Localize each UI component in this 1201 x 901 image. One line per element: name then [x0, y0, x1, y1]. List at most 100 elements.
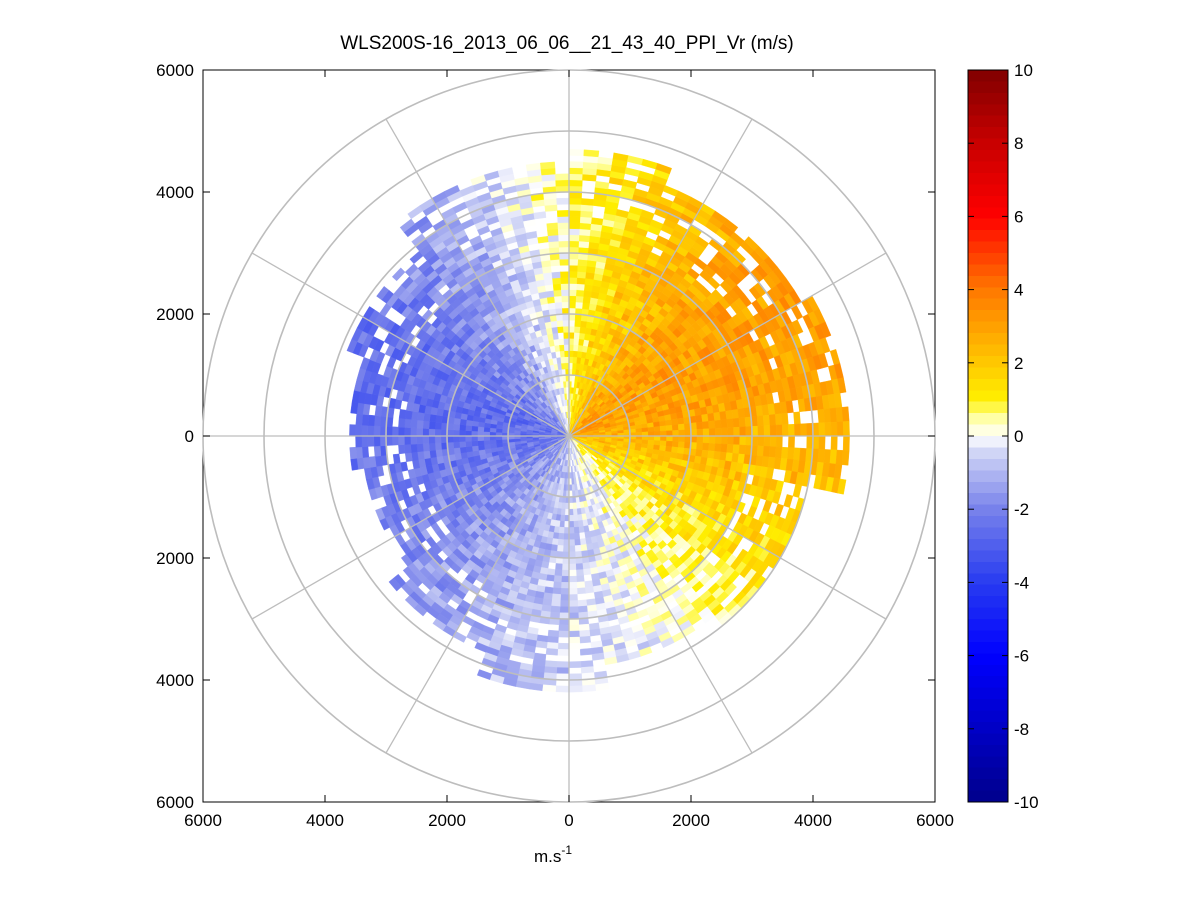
velocity-cell: [568, 295, 577, 303]
velocity-cell: [577, 599, 588, 607]
velocity-cell: [560, 271, 570, 278]
velocity-cell: [416, 443, 424, 453]
velocity-cell: [702, 421, 710, 430]
velocity-cell: [556, 544, 564, 552]
velocity-cell: [483, 439, 491, 446]
velocity-cell: [702, 442, 710, 451]
velocity-cell: [635, 428, 643, 433]
velocity-cell: [574, 326, 581, 334]
velocity-cell: [641, 427, 649, 433]
velocity-cell: [817, 448, 826, 464]
velocity-cell: [459, 441, 467, 448]
velocity-cell: [581, 684, 597, 693]
velocity-cell: [582, 173, 597, 182]
velocity-cell: [459, 424, 467, 431]
velocity-cell: [842, 421, 850, 437]
colorbar-tick-label: 6: [1014, 207, 1023, 226]
velocity-cell: [410, 419, 418, 429]
velocity-cell: [824, 422, 832, 437]
velocity-cell: [720, 419, 728, 429]
velocity-cell: [568, 533, 575, 540]
velocity-cell: [560, 594, 570, 601]
velocity-cell: [733, 426, 741, 437]
velocity-cell: [654, 435, 661, 442]
velocity-cell: [400, 554, 413, 567]
velocity-cell: [768, 446, 777, 458]
azimuth-spoke: [568, 118, 753, 437]
velocity-cell: [788, 423, 795, 437]
velocity-cell: [367, 425, 375, 437]
velocity-cell: [568, 588, 578, 595]
velocity-cell: [563, 539, 570, 547]
velocity-cell: [558, 240, 570, 248]
velocity-cell: [837, 478, 847, 495]
velocity-cell: [756, 445, 765, 457]
velocity-cell: [545, 648, 559, 656]
velocity-cell: [568, 575, 577, 583]
velocity-cell: [554, 563, 563, 571]
velocity-cell: [545, 290, 555, 298]
velocity-cell: [573, 532, 581, 540]
velocity-cell: [554, 344, 561, 352]
velocity-cell: [575, 295, 584, 303]
velocity-cell: [547, 635, 559, 644]
velocity-cell: [577, 271, 587, 279]
velocity-cell: [563, 338, 570, 345]
velocity-cell: [572, 514, 579, 522]
velocity-cell: [550, 320, 558, 328]
velocity-cell: [571, 484, 575, 492]
velocity-cell: [562, 319, 570, 327]
velocity-cell: [404, 418, 412, 428]
velocity-cell: [721, 435, 728, 445]
velocity-cell: [574, 320, 582, 328]
velocity-cell: [665, 440, 673, 448]
velocity-cell: [576, 277, 586, 285]
azimuth-spoke: [251, 252, 570, 437]
velocity-cell: [708, 420, 716, 429]
velocity-cell: [576, 575, 585, 583]
velocity-cell: [572, 502, 577, 510]
velocity-cell: [707, 412, 715, 422]
velocity-cell: [577, 259, 588, 267]
velocity-cell: [416, 419, 424, 429]
velocity-cell: [568, 234, 580, 242]
velocity-cell: [397, 435, 405, 446]
velocity-cell: [659, 425, 667, 432]
velocity-cell: [653, 421, 661, 428]
velocity-cell: [434, 442, 442, 451]
azimuth-spoke: [385, 118, 570, 437]
velocity-cell: [561, 289, 570, 297]
velocity-cell: [580, 544, 588, 552]
velocity-cell: [465, 440, 473, 448]
velocity-cell: [781, 446, 789, 460]
velocity-cell: [695, 414, 703, 423]
velocity-cell: [550, 259, 561, 267]
velocity-cell: [696, 421, 704, 430]
velocity-cell: [477, 435, 484, 442]
velocity-cell: [465, 445, 473, 453]
velocity-cell: [555, 179, 570, 187]
velocity-cell: [546, 296, 556, 304]
velocity-cell: [823, 449, 832, 464]
velocity-cell: [739, 435, 747, 446]
velocity-cell: [558, 630, 570, 638]
velocity-cell: [568, 594, 578, 601]
velocity-cell: [568, 521, 575, 528]
plot-area: 6000 4000 2000 0 2000 4000 6000600040002000020…: [156, 61, 954, 830]
velocity-cell: [738, 417, 746, 428]
velocity-cell: [557, 332, 565, 340]
velocity-cell: [818, 435, 826, 450]
velocity-cell: [677, 417, 685, 425]
velocity-cell: [579, 222, 592, 230]
velocity-cell: [429, 449, 437, 459]
velocity-cell: [559, 258, 570, 266]
velocity-cell: [557, 648, 570, 656]
axis-ticks: 6000 4000 2000 0 2000 4000 6000600040002000020…: [156, 61, 954, 830]
velocity-cell: [557, 538, 564, 546]
x-tick-label: 6000: [184, 811, 222, 830]
velocity-cell: [576, 581, 586, 589]
colorbar-tick-label: -10: [1014, 793, 1039, 812]
velocity-cell: [561, 362, 566, 370]
velocity-cell: [561, 295, 570, 303]
